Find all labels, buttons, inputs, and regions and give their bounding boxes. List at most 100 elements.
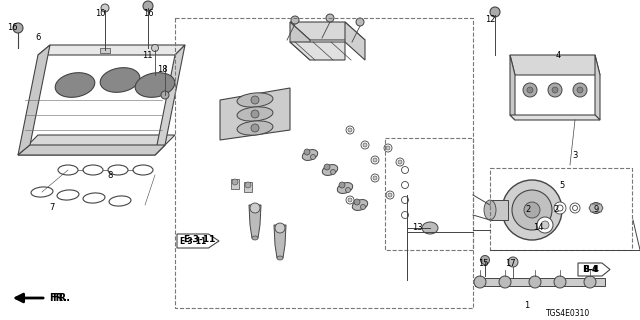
Ellipse shape: [58, 165, 78, 175]
Circle shape: [554, 276, 566, 288]
Circle shape: [557, 205, 563, 211]
Polygon shape: [510, 55, 515, 120]
Circle shape: [524, 202, 540, 218]
Circle shape: [548, 83, 562, 97]
Text: 1: 1: [524, 301, 530, 310]
Circle shape: [348, 198, 352, 202]
Bar: [490, 168, 632, 250]
Circle shape: [250, 203, 260, 213]
Circle shape: [401, 181, 408, 188]
Circle shape: [13, 23, 23, 33]
Ellipse shape: [55, 73, 95, 97]
Circle shape: [346, 126, 354, 134]
Ellipse shape: [252, 236, 258, 240]
Text: 11: 11: [141, 51, 152, 60]
Circle shape: [339, 182, 345, 188]
Circle shape: [573, 205, 577, 211]
Circle shape: [591, 203, 602, 213]
Polygon shape: [18, 145, 165, 155]
Text: 14: 14: [532, 223, 543, 233]
Polygon shape: [155, 45, 185, 155]
Circle shape: [384, 144, 392, 152]
Text: TGS4E0310: TGS4E0310: [546, 308, 590, 317]
Polygon shape: [595, 55, 600, 120]
Text: 9: 9: [593, 205, 598, 214]
Text: 4: 4: [556, 51, 561, 60]
Bar: [475, 278, 605, 286]
Circle shape: [577, 87, 583, 93]
Ellipse shape: [100, 68, 140, 92]
Ellipse shape: [237, 93, 273, 107]
Circle shape: [527, 87, 533, 93]
Circle shape: [245, 182, 251, 188]
Ellipse shape: [83, 193, 105, 203]
Text: 10: 10: [95, 10, 105, 19]
Circle shape: [346, 188, 351, 193]
Ellipse shape: [302, 149, 317, 160]
Circle shape: [232, 179, 238, 185]
Polygon shape: [578, 263, 610, 276]
Text: FR.: FR.: [49, 293, 67, 303]
Circle shape: [363, 143, 367, 147]
Text: B-4: B-4: [582, 266, 599, 275]
Circle shape: [354, 199, 360, 205]
Text: 3: 3: [572, 150, 578, 159]
Circle shape: [304, 149, 310, 155]
Circle shape: [401, 166, 408, 173]
Polygon shape: [220, 88, 290, 140]
Text: E-3-11: E-3-11: [179, 236, 207, 245]
Circle shape: [310, 155, 316, 159]
Ellipse shape: [31, 187, 53, 197]
Bar: [175, 18, 473, 308]
Circle shape: [143, 1, 153, 11]
Circle shape: [396, 158, 404, 166]
Circle shape: [161, 91, 169, 99]
Ellipse shape: [337, 183, 353, 193]
Text: 16: 16: [143, 10, 154, 19]
Ellipse shape: [237, 107, 273, 121]
Ellipse shape: [422, 222, 438, 234]
Ellipse shape: [237, 121, 273, 135]
Polygon shape: [18, 45, 50, 155]
Text: FR.: FR.: [52, 293, 70, 303]
Polygon shape: [38, 45, 185, 55]
Bar: [385, 138, 473, 250]
Ellipse shape: [133, 165, 153, 175]
Polygon shape: [510, 115, 600, 120]
Ellipse shape: [484, 200, 496, 220]
Text: 2: 2: [554, 205, 559, 214]
Circle shape: [251, 96, 259, 104]
Text: 16: 16: [6, 23, 17, 33]
Ellipse shape: [108, 165, 128, 175]
Circle shape: [361, 141, 369, 149]
Circle shape: [523, 83, 537, 97]
Circle shape: [373, 176, 377, 180]
Circle shape: [324, 164, 330, 170]
Polygon shape: [290, 42, 345, 60]
Circle shape: [360, 204, 365, 210]
Circle shape: [346, 196, 354, 204]
Ellipse shape: [352, 200, 368, 211]
Polygon shape: [345, 22, 365, 60]
Ellipse shape: [277, 256, 283, 260]
Circle shape: [275, 223, 285, 233]
Circle shape: [537, 217, 553, 233]
Circle shape: [386, 146, 390, 150]
Circle shape: [330, 170, 335, 174]
Text: 6: 6: [35, 34, 41, 43]
Bar: [490, 200, 508, 220]
Circle shape: [512, 190, 552, 230]
Circle shape: [101, 4, 109, 12]
Circle shape: [552, 87, 558, 93]
Circle shape: [573, 83, 587, 97]
Bar: [231, 179, 239, 189]
Circle shape: [584, 276, 596, 288]
Polygon shape: [290, 22, 310, 60]
Ellipse shape: [83, 165, 103, 175]
Circle shape: [371, 174, 379, 182]
Circle shape: [348, 128, 352, 132]
Polygon shape: [589, 204, 603, 212]
Circle shape: [570, 203, 580, 213]
Polygon shape: [249, 205, 261, 238]
Circle shape: [371, 156, 379, 164]
